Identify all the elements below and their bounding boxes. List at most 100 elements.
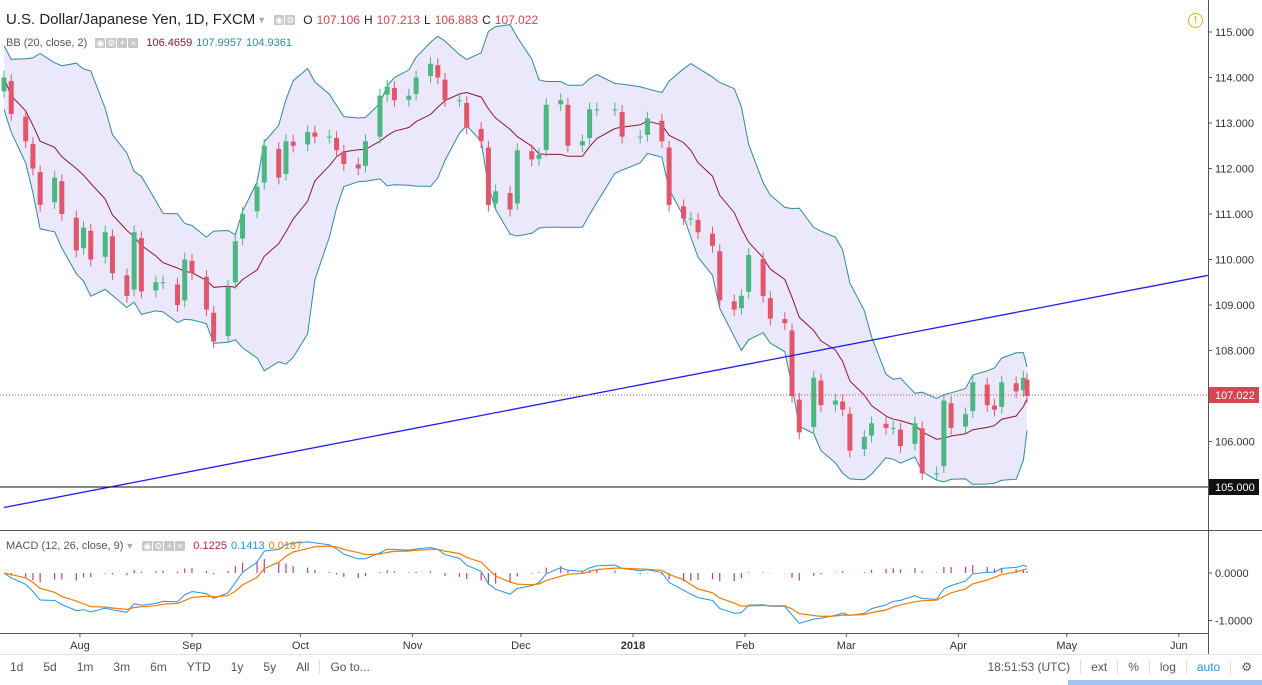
macd-line (3, 541, 1028, 624)
candle-body (362, 141, 368, 166)
eye-icon[interactable]: ◉ (274, 14, 285, 25)
range-5y[interactable]: 5y (263, 660, 277, 674)
range-3m[interactable]: 3m (113, 660, 131, 674)
candle-body (406, 95, 412, 100)
range-1y[interactable]: 1y (230, 660, 244, 674)
time-tick-label: Apr (950, 640, 967, 652)
candle-body (912, 423, 918, 444)
gear-icon[interactable]: ⚙ (1241, 660, 1252, 674)
plus-icon[interactable]: + (164, 541, 175, 551)
range-all[interactable]: All (296, 660, 310, 674)
macd-controls[interactable]: ◉ ⚙ + × (142, 541, 186, 551)
range-ytd[interactable]: YTD (186, 660, 211, 674)
candle-body (59, 181, 65, 214)
candle-body (840, 401, 846, 410)
candle-body (710, 233, 716, 246)
divider (1185, 660, 1187, 674)
log-toggle[interactable]: log (1159, 660, 1176, 674)
candle-body (261, 145, 267, 183)
candle-body (124, 275, 130, 296)
candle-body (341, 151, 347, 164)
bb-fill (4, 24, 1027, 485)
eye-icon[interactable]: ◉ (142, 541, 153, 551)
macd-tick-label: -1.0000 (1215, 616, 1252, 628)
auto-toggle[interactable]: auto (1196, 660, 1221, 674)
candle-body (890, 427, 896, 429)
candle-body (897, 429, 903, 447)
bb-upper-line (3, 24, 1028, 400)
time-tick-label: Sep (182, 640, 202, 652)
divider (1117, 660, 1119, 674)
price-tick-label: 114.000 (1215, 73, 1254, 85)
candle-body (991, 405, 997, 410)
goto-button[interactable]: Go to... (330, 660, 370, 674)
candle-body (211, 312, 217, 342)
range-5d[interactable]: 5d (43, 660, 57, 674)
settings-icon[interactable]: ⚙ (106, 38, 117, 48)
candle-body (37, 172, 43, 205)
clock-readout[interactable]: 18:51:53 (UTC) (987, 660, 1071, 674)
warning-icon[interactable]: ! (1188, 13, 1203, 28)
price-tick-label: 110.000 (1215, 255, 1254, 267)
candle-body (919, 428, 925, 474)
candle-body (746, 254, 752, 292)
candle-body (182, 259, 188, 301)
bb-controls[interactable]: ◉ ⚙ + × (95, 38, 139, 48)
time-tick-label: Oct (292, 640, 309, 652)
candle-body (514, 150, 520, 204)
last-price-label: 107.022 (1215, 390, 1255, 402)
macd-tick-label: 0.0000 (1215, 568, 1249, 580)
time-tick-label: Nov (403, 640, 423, 652)
candle-body (789, 330, 795, 396)
range-6m[interactable]: 6m (150, 660, 167, 674)
price-tick-label: 106.000 (1215, 437, 1255, 449)
candle-body (1020, 377, 1026, 391)
candle-body (565, 104, 571, 146)
time-scrollbar[interactable] (1068, 680, 1262, 685)
support-price-label: 105.000 (1215, 482, 1255, 494)
range-1d[interactable]: 1d (10, 660, 24, 674)
bb-lower-value: 104.9361 (246, 37, 292, 49)
support-price-label-bg (1209, 479, 1259, 495)
ext-toggle[interactable]: ext (1091, 660, 1108, 674)
candle-body (948, 403, 954, 428)
candle-body (30, 143, 36, 169)
range-1m[interactable]: 1m (76, 660, 94, 674)
chevron-down-icon[interactable]: ▼ (257, 14, 267, 25)
close-value: 107.022 (494, 12, 539, 27)
candle-body (558, 100, 564, 105)
settings-icon[interactable]: ⚙ (285, 14, 296, 25)
close-icon[interactable]: × (175, 541, 186, 551)
candle-body (240, 214, 246, 239)
candle-body (456, 100, 462, 102)
candle-body (883, 423, 889, 428)
macd-hist-value: 0.1225 (193, 540, 227, 552)
trendline (3, 274, 1208, 509)
time-tick-label: Feb (736, 640, 755, 652)
candle-body (587, 109, 593, 139)
candle-body (579, 141, 585, 146)
candle-body (131, 232, 137, 290)
settings-icon[interactable]: ⚙ (153, 541, 164, 551)
legend-controls[interactable]: ◉ ⚙ (274, 14, 296, 25)
candle-body (1, 77, 7, 92)
plus-icon[interactable]: + (117, 38, 128, 48)
close-icon[interactable]: × (128, 38, 139, 48)
candle-body (102, 232, 108, 257)
candle-body (109, 236, 115, 274)
macd-line-value: 0.1413 (230, 540, 265, 552)
candle-body (189, 260, 195, 274)
candle-body (934, 473, 940, 475)
percent-toggle[interactable]: % (1128, 660, 1139, 674)
candle-body (312, 132, 318, 137)
chevron-down-icon[interactable]: ▼ (125, 541, 135, 551)
candle-body (818, 380, 824, 406)
eye-icon[interactable]: ◉ (95, 38, 106, 48)
candle-body (485, 147, 491, 205)
divider (1148, 660, 1150, 674)
time-tick-label: Dec (511, 640, 531, 652)
bb-lower-line (3, 109, 1028, 485)
candle-body (384, 86, 390, 95)
price-tick-label: 115.000 (1215, 27, 1254, 39)
